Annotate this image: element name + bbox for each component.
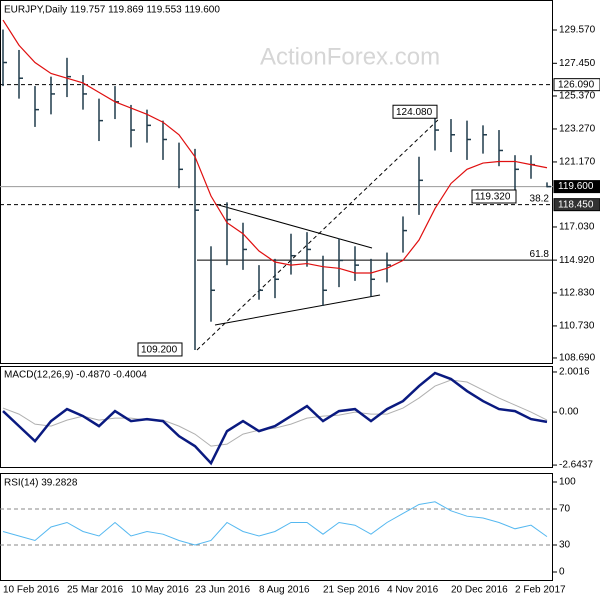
price-title: EURJPY,Daily 119.757 119.869 119.553 119… [4, 5, 220, 16]
y-tick-label: 0.00 [559, 407, 579, 418]
y-tick-label: 117.030 [559, 222, 595, 233]
x-tick-label: 21 Sep 2016 [323, 585, 380, 596]
level-label: 119.600 [558, 181, 594, 192]
series-line [2, 371, 548, 466]
y-tick-label: 110.730 [559, 321, 595, 332]
rsi-title: RSI(14) 39.2828 [4, 478, 78, 489]
y-tick-label: 114.920 [559, 255, 595, 266]
level-label-box [553, 180, 600, 194]
y-tick-label: 123.270 [559, 124, 596, 135]
price-panel-frame [0, 0, 553, 364]
annotation-label: 119.320 [475, 192, 511, 203]
y-tick-label: 2.0016 [559, 367, 590, 378]
level-label: 118.450 [558, 199, 594, 210]
x-tick-label: 4 Nov 2016 [387, 585, 439, 596]
annotation-box [471, 189, 517, 204]
level-label-box [553, 78, 600, 92]
y-tick-label: 100 [559, 477, 576, 488]
x-tick-label: 20 Dec 2016 [451, 585, 508, 596]
x-tick-label: 8 Aug 2016 [259, 585, 310, 596]
y-tick-label: 125.370 [559, 91, 596, 102]
rsi-panel-frame [0, 473, 553, 581]
x-tick-label: 23 Jun 2016 [195, 585, 250, 596]
y-tick-label: 70 [559, 504, 571, 515]
watermark: ActionForex.com [260, 43, 440, 70]
macd-panel-frame [0, 366, 553, 468]
y-tick-label: 121.170 [559, 157, 596, 168]
annotation-box [137, 342, 183, 357]
macd-title: MACD(12,26,9) -0.4870 -0.4004 [4, 370, 147, 381]
x-tick-label: 10 Feb 2016 [3, 585, 60, 596]
y-tick-label: 30 [559, 540, 571, 551]
y-tick-label: 0 [559, 567, 565, 578]
level-label: 126.090 [558, 79, 595, 90]
y-tick-label: 127.450 [559, 58, 596, 69]
level-label-box [553, 198, 600, 212]
series-line [2, 379, 548, 447]
triangle-upper-line [214, 203, 373, 249]
y-tick-label: 108.690 [559, 353, 596, 364]
x-tick-label: 2 Feb 2017 [515, 585, 566, 596]
moving-average [2, 19, 548, 274]
annotation-label: 124.080 [396, 107, 433, 118]
series-line [2, 501, 548, 546]
x-tick-label: 10 May 2016 [131, 585, 189, 596]
annotation-box [392, 104, 438, 119]
annotation-label: 109.200 [141, 345, 178, 356]
fib-label: 38.2 [530, 193, 550, 204]
y-tick-label: -2.6437 [559, 460, 593, 471]
fib-label: 61.8 [530, 249, 550, 260]
y-tick-label: 129.570 [559, 25, 596, 36]
triangle-lower-line [214, 294, 381, 326]
x-tick-label: 25 Mar 2016 [67, 585, 124, 596]
y-tick-label: 112.830 [559, 288, 595, 299]
